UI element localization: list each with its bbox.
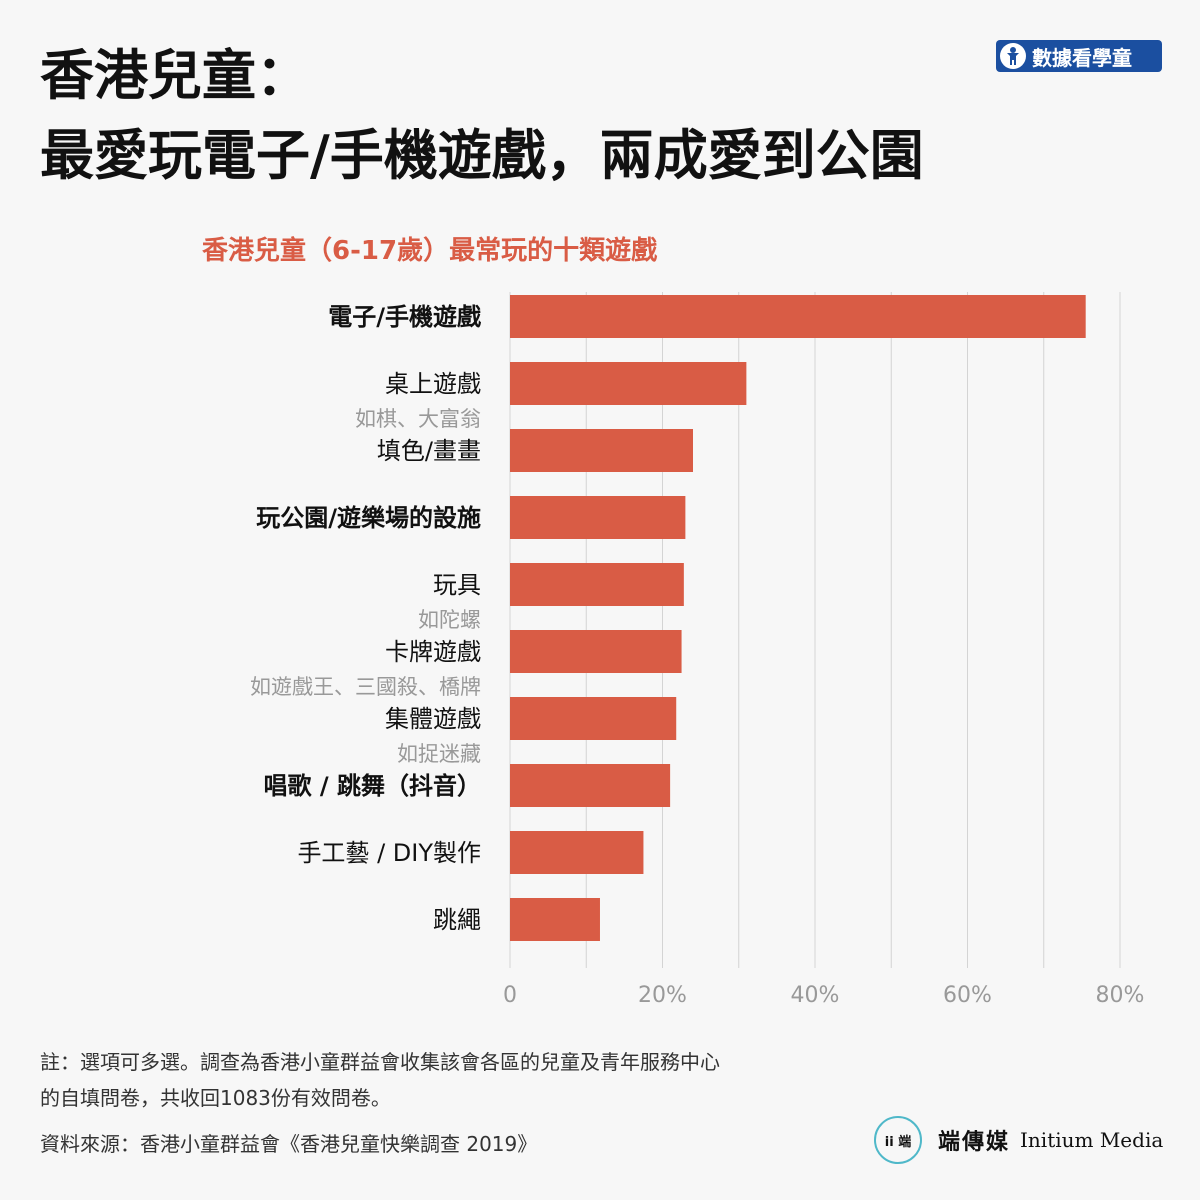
bar (510, 563, 684, 606)
footnote-line-2: 的自填問卷，共收回1083份有效問卷。 (40, 1086, 391, 1110)
category-label: 手工藝 / DIY製作 (297, 839, 481, 867)
x-tick-label: 0 (503, 983, 517, 1008)
footnote: 註：選項可多選。調查為香港小童群益會收集該會各區的兒童及青年服務中心 的自填問卷… (40, 1044, 860, 1116)
logo-chinese: 端傳媒 (938, 1129, 1011, 1155)
title-line-1: 香港兒童： (40, 44, 310, 107)
bar (510, 362, 747, 405)
title-line-2: 最愛玩電子/手機遊戲，兩成愛到公園 (40, 124, 924, 187)
bar (510, 630, 682, 673)
category-label: 集體遊戲 (385, 705, 481, 733)
logo-mark-icon: ii 端 (874, 1116, 922, 1164)
category-label: 桌上遊戲 (385, 370, 481, 398)
category-sublabel: 如遊戲王、三國殺、橋牌 (250, 675, 481, 699)
category-label: 玩具 (433, 571, 481, 599)
footnote-line-1: 註：選項可多選。調查為香港小童群益會收集該會各區的兒童及青年服務中心 (40, 1050, 720, 1074)
category-sublabel: 如陀螺 (418, 608, 481, 632)
category-label: 電子/手機遊戲 (328, 303, 481, 331)
data-source: 資料來源：香港小童群益會《香港兒童快樂調查 2019》 (40, 1132, 538, 1156)
logo-english: Initium Media (1020, 1128, 1164, 1152)
x-tick-label: 40% (791, 983, 840, 1008)
category-label: 填色/畫畫 (377, 437, 481, 465)
category-sublabel: 如棋、大富翁 (355, 407, 481, 431)
x-tick-label: 80% (1096, 983, 1145, 1008)
bar (510, 764, 671, 807)
bar (510, 898, 600, 941)
x-tick-label: 60% (943, 983, 992, 1008)
bar (510, 831, 644, 874)
badge-label: 數據看學童 (1032, 45, 1132, 70)
bar (510, 429, 693, 472)
category-label: 跳繩 (433, 906, 481, 934)
x-tick-label: 20% (638, 983, 687, 1008)
child-figure-icon (998, 41, 1028, 71)
page-title: 香港兒童： 最愛玩電子/手機遊戲，兩成愛到公園 (40, 36, 924, 196)
category-label: 玩公園/遊樂場的設施 (256, 504, 481, 532)
bar (510, 697, 677, 740)
bar-chart: 0 20% 40% 60% 80% 電子/手機遊戲桌上遊戲如棋、大富翁填色/畫畫玩公園/遊… (250, 292, 1145, 1008)
initium-logo: ii 端 端傳媒 Initium Media (874, 1116, 1163, 1164)
bar (510, 496, 686, 539)
category-label: 唱歌 / 跳舞（抖音） (264, 772, 481, 800)
category-label: 卡牌遊戲 (385, 638, 481, 666)
bar (510, 295, 1086, 338)
chart-title: 香港兒童（6-17歲）最常玩的十類遊戲 (202, 236, 658, 266)
category-sublabel: 如捉迷藏 (397, 742, 481, 766)
series-badge: 數據看學童 (996, 40, 1162, 72)
